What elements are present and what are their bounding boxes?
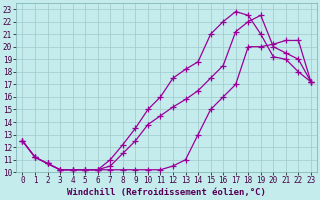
X-axis label: Windchill (Refroidissement éolien,°C): Windchill (Refroidissement éolien,°C) — [67, 188, 266, 197]
